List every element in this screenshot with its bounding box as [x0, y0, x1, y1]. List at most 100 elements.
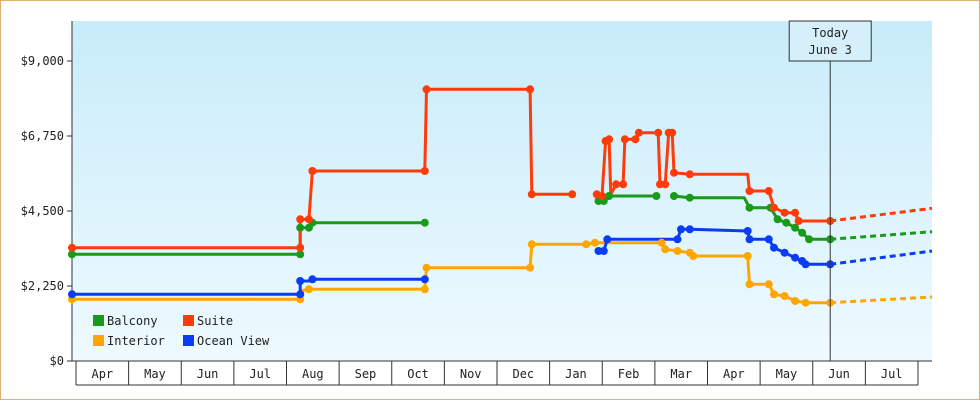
today-date: June 3 [809, 43, 852, 57]
data-point-suite [770, 203, 778, 212]
data-point-balcony [791, 223, 800, 232]
data-point-balcony [798, 228, 807, 237]
data-point-suite [631, 135, 640, 144]
data-point-interior [673, 247, 682, 255]
data-point-suite [296, 215, 305, 224]
data-point-suite [780, 208, 789, 217]
data-point-ocean-view [801, 260, 810, 269]
month-label: Jul [249, 367, 271, 381]
data-point-suite [619, 180, 628, 189]
data-point-balcony [782, 218, 791, 227]
forecast-line-suite [830, 206, 933, 223]
data-point-ocean-view [599, 247, 608, 255]
data-point-suite [526, 85, 535, 94]
y-tick-label: $6,750 [21, 129, 64, 143]
data-point-ocean-view [68, 290, 76, 299]
data-point-ocean-view [296, 290, 305, 299]
data-point-interior [657, 238, 666, 247]
data-point-ocean-view [677, 225, 685, 234]
series-line-ocean-view [72, 277, 425, 296]
data-point-suite [568, 190, 577, 199]
data-point-balcony [420, 218, 429, 227]
month-label: Jun [828, 367, 850, 381]
data-point-interior [770, 290, 778, 299]
data-point-suite [670, 168, 678, 177]
data-point-interior [801, 298, 810, 307]
data-point-suite [422, 85, 431, 94]
forecast-line-interior [830, 295, 933, 305]
data-point-balcony [745, 203, 754, 212]
data-point-ocean-view [420, 275, 429, 284]
data-point-suite [654, 128, 663, 137]
data-point-ocean-view [673, 235, 682, 244]
data-point-interior [791, 297, 800, 305]
data-point-balcony [296, 250, 305, 259]
month-label: Apr [723, 367, 745, 381]
today-label: Today [812, 26, 848, 40]
legend-swatch [183, 335, 194, 346]
data-point-suite [668, 128, 677, 137]
legend-swatch [93, 335, 104, 346]
data-point-interior [745, 280, 754, 289]
data-point-ocean-view [296, 277, 305, 285]
data-point-suite [304, 215, 313, 224]
series-line-suite [72, 87, 573, 250]
data-point-suite [527, 190, 536, 199]
y-tick-label: $4,500 [21, 204, 64, 218]
data-point-balcony [670, 192, 678, 200]
month-label: Feb [618, 367, 640, 381]
data-point-suite [598, 192, 606, 200]
month-label: Jan [565, 367, 587, 381]
data-point-suite [68, 243, 76, 252]
data-point-ocean-view [770, 243, 778, 252]
data-point-balcony [773, 215, 782, 224]
data-point-suite [634, 128, 643, 137]
legend-swatch [183, 315, 194, 326]
month-label: Mar [670, 367, 692, 381]
legend-label: Suite [197, 314, 233, 328]
month-label: Dec [512, 367, 534, 381]
data-point-interior [780, 292, 789, 300]
data-point-ocean-view [685, 225, 694, 234]
data-point-interior [743, 252, 752, 260]
month-label: Oct [407, 367, 429, 381]
y-tick-label: $9,000 [21, 54, 64, 68]
data-point-balcony [68, 250, 76, 259]
data-point-ocean-view [791, 253, 800, 262]
data-point-suite [605, 135, 614, 144]
data-point-ocean-view [745, 235, 754, 244]
legend-swatch [93, 315, 104, 326]
data-point-ocean-view [764, 235, 773, 244]
series-line-balcony [72, 221, 425, 256]
month-label: May [776, 367, 798, 381]
plot-background [72, 21, 932, 361]
forecast-line-balcony [830, 230, 933, 241]
data-point-ocean-view [308, 275, 317, 284]
data-point-interior [527, 240, 536, 249]
data-point-balcony [652, 192, 661, 200]
data-point-interior [661, 245, 670, 254]
data-point-suite [308, 167, 317, 175]
month-label: May [144, 367, 166, 381]
data-point-suite [745, 187, 754, 195]
data-point-ocean-view [603, 235, 612, 244]
legend-label: Interior [107, 334, 165, 348]
data-point-balcony [605, 192, 614, 200]
data-point-interior [420, 285, 429, 294]
month-label: Sep [355, 367, 377, 381]
forecast-line-ocean-view [830, 249, 933, 266]
data-point-ocean-view [780, 248, 789, 257]
data-point-balcony [685, 193, 694, 202]
data-point-interior [689, 252, 698, 260]
data-point-suite [420, 167, 429, 175]
data-point-suite [296, 243, 305, 252]
data-point-interior [422, 263, 431, 272]
data-point-interior [764, 280, 773, 289]
legend-label: Ocean View [197, 334, 270, 348]
data-point-ocean-view [743, 227, 752, 235]
y-tick-label: $2,250 [21, 279, 64, 293]
today-box [788, 20, 872, 62]
month-label: Apr [91, 367, 113, 381]
data-point-suite [794, 217, 803, 225]
